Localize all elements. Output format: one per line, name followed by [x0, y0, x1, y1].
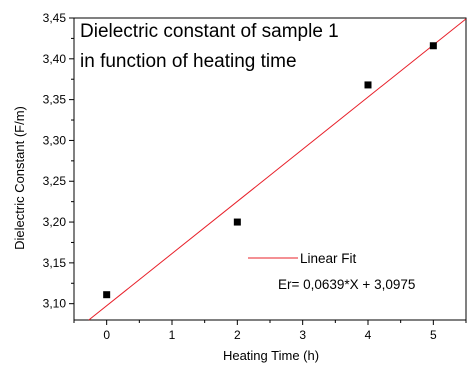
- y-tick-label: 3,10: [43, 297, 67, 311]
- x-tick-label: 3: [299, 328, 306, 342]
- chart-title-line-2: in function of heating time: [80, 51, 297, 72]
- data-point: [364, 81, 372, 89]
- y-tick-label: 3,30: [43, 133, 67, 147]
- x-tick-label: 4: [365, 328, 372, 342]
- x-tick-label: 5: [430, 328, 437, 342]
- linear-fit-line: [88, 18, 467, 321]
- legend-fit-label: Linear Fit: [300, 251, 357, 266]
- y-tick-label: 3,25: [43, 174, 67, 188]
- data-point: [429, 42, 437, 50]
- data-points: [103, 42, 437, 299]
- x-tick-label: 1: [169, 328, 176, 342]
- x-tick-label: 0: [103, 328, 110, 342]
- fit-layer: [88, 18, 467, 321]
- chart-title-line-1: Dielectric constant of sample 1: [80, 21, 339, 42]
- y-tick-label: 3,40: [43, 52, 67, 66]
- y-tick-label: 3,45: [43, 11, 67, 25]
- data-point: [103, 291, 111, 299]
- y-tick-label: 3,15: [43, 256, 67, 270]
- y-tick-label: 3,20: [43, 215, 67, 229]
- y-axis-title: Dielectric Constant (F/m): [12, 106, 27, 250]
- data-point: [233, 218, 241, 226]
- y-tick-label: 3,35: [43, 93, 67, 107]
- x-axis-title: Heating Time (h): [223, 348, 319, 363]
- x-tick-label: 2: [234, 328, 241, 342]
- fit-equation: Er= 0,0639*X + 3,0975: [278, 277, 415, 292]
- axis-ticks: 0 1 2 3 4 5 3,10 3,15 3,20 3,25 3,30 3,35 3,40 3,45: [43, 11, 467, 342]
